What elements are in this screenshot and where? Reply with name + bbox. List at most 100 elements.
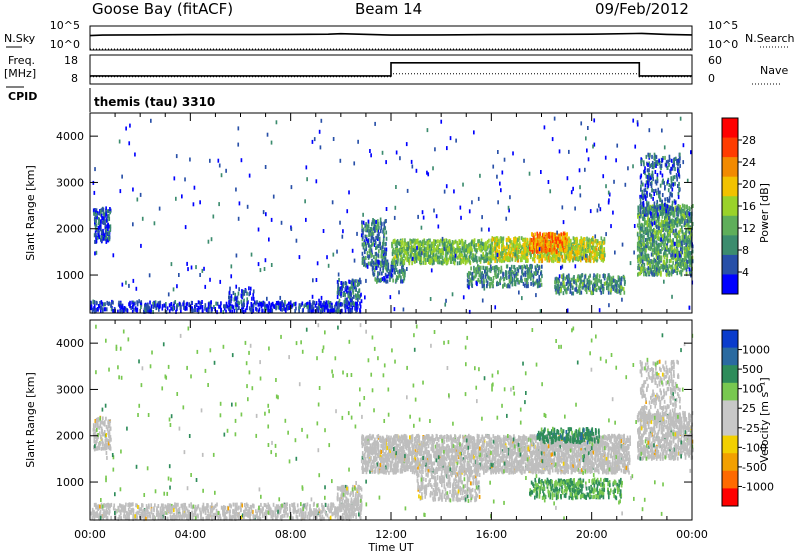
power-cell <box>382 252 385 257</box>
power-cell <box>555 290 558 295</box>
power-cell <box>237 291 240 296</box>
power-cell <box>441 255 444 260</box>
power-cell <box>537 245 539 250</box>
power-cell <box>522 237 524 242</box>
power-cell <box>518 243 520 248</box>
power-cell <box>576 243 579 248</box>
power-cell <box>400 243 403 248</box>
power-cell <box>426 246 428 251</box>
power-cell <box>671 252 674 257</box>
power-cell <box>549 255 551 260</box>
power-cell <box>647 254 650 259</box>
power-cell <box>521 250 523 255</box>
power-cell <box>656 272 659 277</box>
power-cell <box>526 240 529 245</box>
power-cell <box>641 257 644 262</box>
power-cell <box>486 274 489 279</box>
power-cell <box>422 243 424 248</box>
power-cell <box>410 244 413 249</box>
power-cell <box>364 250 366 255</box>
power-cell <box>555 239 558 244</box>
power-cell <box>683 253 686 258</box>
power-cell <box>673 268 676 273</box>
power-cell <box>243 302 245 307</box>
power-cell <box>602 284 604 288</box>
power-cell <box>147 303 149 307</box>
power-cell <box>480 238 483 243</box>
power-cell <box>105 239 108 244</box>
power-cell <box>409 238 411 243</box>
power-cell <box>281 307 283 312</box>
power-cell <box>563 258 565 263</box>
power-cell <box>411 239 414 244</box>
power-cell <box>573 278 576 283</box>
power-cell <box>401 268 404 273</box>
power-cell <box>407 247 409 251</box>
power-cell <box>513 274 516 278</box>
power-cell <box>377 219 379 224</box>
power-cell <box>98 235 101 240</box>
power-cell <box>546 252 549 257</box>
power-cell <box>235 284 238 289</box>
power-cell <box>370 243 373 248</box>
power-cell <box>543 233 545 237</box>
power-cell <box>491 248 494 253</box>
power-cell <box>648 228 650 233</box>
power-cell <box>589 255 592 260</box>
power-cell <box>557 233 560 238</box>
power-cell <box>375 246 377 251</box>
power-cell <box>384 278 387 283</box>
power-cell <box>560 281 562 286</box>
power-cell <box>668 183 671 187</box>
power-cell <box>674 265 677 270</box>
power-cell <box>154 300 157 305</box>
power-cell <box>146 304 148 309</box>
power-cell <box>500 265 503 270</box>
power-cell <box>583 245 586 250</box>
power-cell <box>409 248 412 253</box>
power-cell <box>340 281 343 285</box>
power-cell <box>429 248 432 253</box>
power-cell <box>562 284 564 288</box>
power-cell <box>659 183 662 188</box>
power-cell <box>658 217 660 222</box>
power-cell <box>534 281 536 286</box>
power-cell <box>540 282 543 287</box>
power-cell <box>379 217 382 222</box>
power-cell <box>394 242 397 247</box>
power-cell <box>679 247 682 252</box>
power-cell <box>590 245 593 250</box>
power-cell <box>493 239 496 244</box>
power-cell <box>674 250 677 255</box>
power-cell <box>646 191 648 196</box>
power-cell <box>401 249 404 254</box>
power-cell <box>383 276 385 280</box>
power-cell <box>617 275 620 280</box>
power-cell <box>538 236 541 241</box>
power-cell <box>650 267 652 272</box>
power-cell <box>685 213 687 218</box>
power-cell <box>370 239 372 243</box>
power-cell <box>322 307 324 311</box>
power-cell <box>375 266 377 271</box>
power-cell <box>511 253 514 258</box>
power-cell <box>279 307 282 312</box>
power-cell <box>516 254 518 259</box>
power-cell <box>511 276 514 281</box>
power-cell <box>548 232 550 237</box>
power-cell <box>531 249 534 254</box>
power-cell <box>525 258 528 263</box>
power-cell <box>551 253 554 258</box>
strip-series-n-sky <box>89 32 693 37</box>
power-cell <box>365 244 367 248</box>
power-cell <box>359 304 362 309</box>
power-cell <box>603 247 606 252</box>
power-cell <box>331 302 333 307</box>
power-cell <box>502 271 504 276</box>
power-cell <box>650 184 653 188</box>
power-cell <box>682 258 685 263</box>
power-cell <box>651 248 654 253</box>
power-cell <box>654 258 656 263</box>
power-cell <box>445 260 448 265</box>
power-cell <box>577 274 579 279</box>
